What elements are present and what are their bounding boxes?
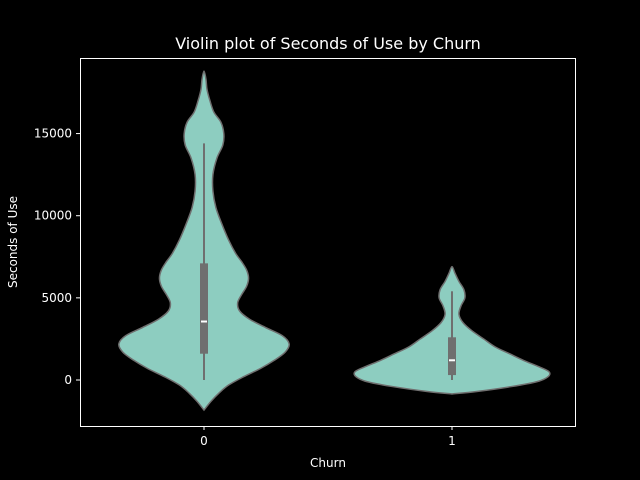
plot-frame — [80, 58, 576, 427]
x-tick-label: 0 — [200, 434, 208, 448]
x-axis-label: Churn — [310, 456, 346, 470]
x-tick-label: 1 — [448, 434, 456, 448]
iqr-box-0 — [200, 263, 208, 354]
y-axis-ticks: 0 5000 10000 15000 — [34, 127, 80, 387]
y-tick-label: 10000 — [34, 209, 72, 223]
y-axis-label: Seconds of Use — [6, 196, 20, 288]
y-tick-label: 0 — [64, 373, 72, 387]
iqr-box-1 — [448, 337, 456, 376]
y-tick-label: 5000 — [41, 291, 72, 305]
y-tick-label: 15000 — [34, 127, 72, 141]
violins-layer — [118, 70, 551, 412]
violin-1 — [353, 265, 551, 395]
chart-title: Violin plot of Seconds of Use by Churn — [175, 34, 481, 53]
violin-0 — [118, 70, 290, 412]
